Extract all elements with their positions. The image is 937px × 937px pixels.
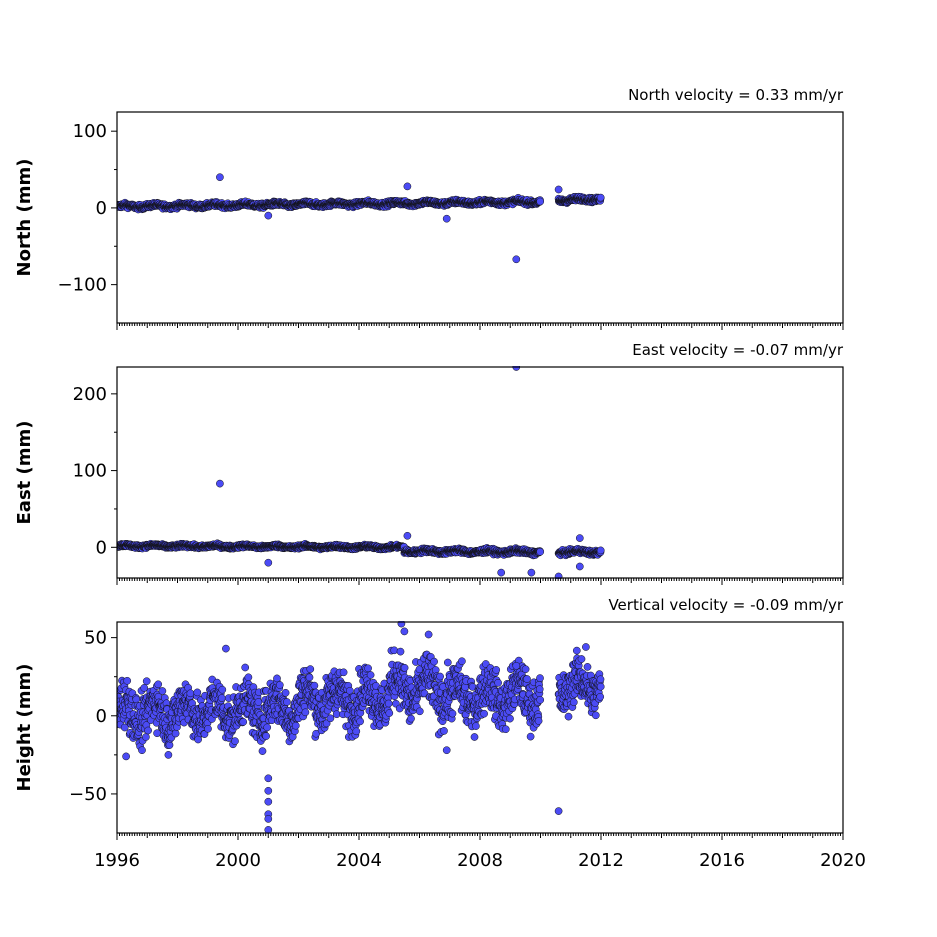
- data-point: [536, 197, 545, 206]
- outlier-point: [575, 534, 584, 542]
- data-point: [596, 193, 605, 202]
- y-tick-label: 0: [96, 537, 107, 558]
- data-point: [193, 688, 202, 697]
- data-point: [254, 698, 263, 706]
- data-point: [204, 724, 212, 733]
- data-point: [218, 685, 227, 694]
- data-point: [366, 671, 375, 679]
- y-tick-label: 200: [73, 384, 107, 405]
- points-east: [117, 366, 605, 579]
- y-tick-label: 100: [73, 461, 107, 482]
- y-tick-label: 0: [96, 198, 107, 219]
- data-point: [138, 746, 146, 755]
- data-point: [326, 714, 335, 723]
- data-point: [306, 665, 315, 673]
- outlier-point: [497, 568, 506, 577]
- outlier-point: [512, 255, 521, 264]
- outlier-point: [575, 562, 584, 571]
- data-point: [291, 721, 300, 730]
- data-point: [186, 689, 195, 698]
- data-point: [273, 674, 281, 683]
- outlier-point: [527, 568, 536, 577]
- outlier-point: [264, 558, 273, 567]
- panel-north: −100 0 100 North (mm) North velocity = 0.33 …: [14, 86, 844, 330]
- panel-east: 0 100 200 East (mm) East velocity = -0.07 mm…: [14, 341, 844, 585]
- data-point: [244, 673, 253, 682]
- data-point: [310, 681, 319, 690]
- data-point: [262, 732, 270, 740]
- data-point: [258, 747, 267, 755]
- data-point: [171, 729, 180, 738]
- outlier-point: [264, 211, 273, 220]
- data-point: [241, 663, 250, 672]
- data-point: [231, 737, 239, 745]
- data-point: [142, 677, 151, 686]
- data-point: [536, 547, 545, 556]
- points-north: [117, 173, 605, 264]
- data-point: [158, 687, 167, 695]
- data-point: [332, 710, 341, 719]
- outlier-point: [216, 479, 224, 488]
- data-point: [281, 688, 290, 697]
- outlier-point: [403, 182, 412, 191]
- data-point: [120, 723, 129, 732]
- y-tick-label: −100: [58, 275, 107, 296]
- data-point: [364, 664, 372, 673]
- y-axis-label: North (mm): [14, 159, 35, 277]
- data-point: [275, 681, 284, 689]
- axes-frame: [116, 111, 844, 324]
- data-point: [305, 673, 314, 682]
- data-point: [283, 698, 291, 706]
- data-point: [217, 694, 226, 702]
- y-axis-label: East (mm): [14, 421, 35, 525]
- outlier-point: [403, 531, 412, 540]
- data-point: [263, 723, 272, 732]
- data-point: [239, 718, 248, 726]
- y-tick-label: 100: [73, 121, 107, 142]
- data-point: [154, 680, 163, 689]
- data-point: [142, 733, 150, 741]
- outlier-point: [442, 214, 451, 223]
- data-point: [132, 695, 141, 704]
- points-height: [117, 621, 605, 834]
- data-point: [352, 727, 361, 736]
- data-point: [301, 708, 310, 717]
- outlier-point: [216, 173, 224, 182]
- velocity-annotation: East velocity = -0.07 mm/yr: [632, 341, 844, 359]
- data-point: [339, 668, 348, 677]
- velocity-annotation: North velocity = 0.33 mm/yr: [628, 86, 844, 104]
- data-point: [356, 717, 364, 726]
- data-point: [144, 726, 152, 735]
- data-point: [596, 546, 605, 555]
- data-point: [123, 676, 132, 685]
- data-point: [165, 741, 174, 749]
- outlier-point: [554, 185, 563, 194]
